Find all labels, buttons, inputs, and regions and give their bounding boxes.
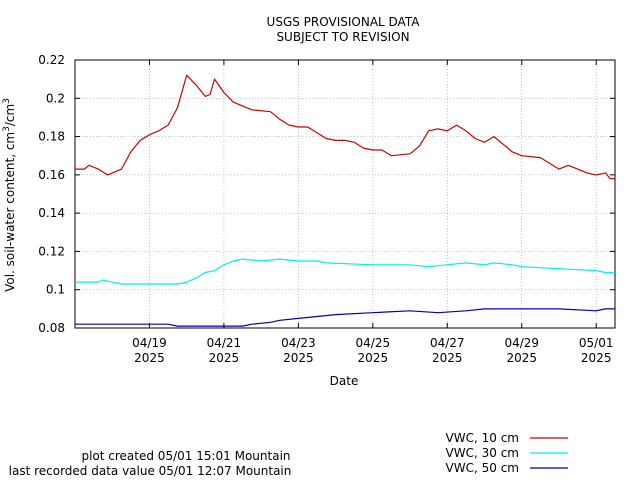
y-tick-label: 0.14 [38, 206, 65, 220]
legend-label: VWC, 30 cm [446, 446, 519, 460]
series-line-2 [75, 258, 615, 285]
x-tick-label: 04/19 [132, 336, 167, 350]
series-line-3 [75, 308, 615, 327]
grid [75, 59, 615, 329]
x-axis-ticks: 04/19202504/21202504/23202504/25202504/2… [132, 60, 614, 365]
x-tick-label: 04/23 [281, 336, 316, 350]
y-tick-label: 0.1 [46, 283, 65, 297]
y-tick-label: 0.18 [38, 130, 65, 144]
x-tick-label: 04/29 [504, 336, 539, 350]
x-tick-label-year: 2025 [432, 351, 463, 365]
y-tick-label: 0.08 [38, 321, 65, 335]
y-axis-label: Vol. soil-water content, cm3/cm3 [2, 98, 17, 292]
x-tick-label-year: 2025 [506, 351, 537, 365]
chart-subtitle: SUBJECT TO REVISION [276, 30, 409, 44]
x-tick-label-year: 2025 [283, 351, 314, 365]
series-line-1 [75, 74, 615, 180]
last-recorded-note: last recorded data value 05/01 12:07 Mou… [9, 464, 292, 478]
legend-label: VWC, 50 cm [446, 461, 519, 475]
x-axis-label: Date [330, 374, 359, 388]
x-tick-label: 05/01 [579, 336, 614, 350]
x-tick-label-year: 2025 [358, 351, 389, 365]
plot-created-note: plot created 05/01 15:01 Mountain [81, 449, 290, 463]
plot-area [74, 59, 616, 329]
y-tick-label: 0.2 [46, 91, 65, 105]
x-tick-label: 04/21 [207, 336, 242, 350]
x-tick-label: 04/27 [430, 336, 465, 350]
x-tick-label-year: 2025 [134, 351, 165, 365]
y-tick-label: 0.12 [38, 244, 65, 258]
legend-label: VWC, 10 cm [446, 431, 519, 445]
x-tick-label-year: 2025 [209, 351, 240, 365]
y-axis-ticks: 0.08 0.1 0.12 0.14 0.16 0.18 0.2 0.22 [38, 53, 615, 335]
y-tick-label: 0.16 [38, 168, 65, 182]
series-layer [75, 74, 615, 327]
chart-title: USGS PROVISIONAL DATA [267, 15, 421, 29]
x-tick-label: 04/25 [356, 336, 391, 350]
y-tick-label: 0.22 [38, 53, 65, 67]
x-tick-label-year: 2025 [581, 351, 612, 365]
